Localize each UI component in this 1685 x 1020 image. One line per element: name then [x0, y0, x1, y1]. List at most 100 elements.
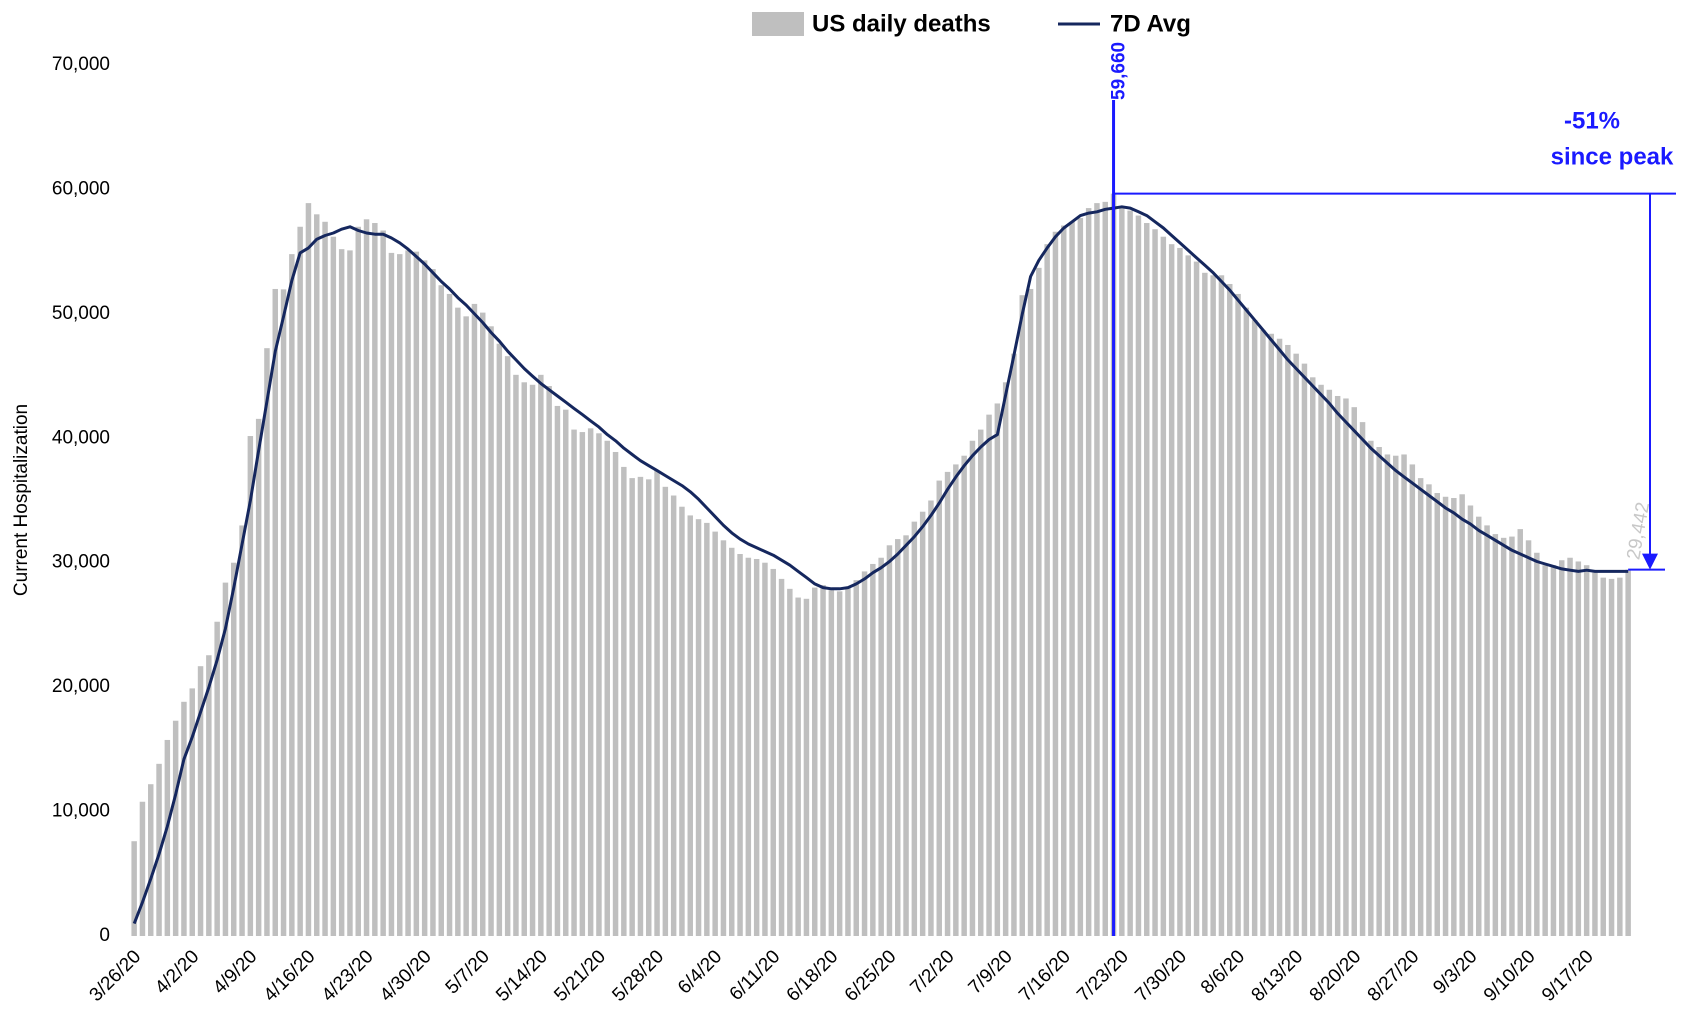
bar [1144, 223, 1150, 936]
bar [214, 621, 220, 936]
bar [994, 403, 1001, 937]
bar [222, 582, 229, 936]
x-tick-label: 4/16/20 [260, 946, 320, 1006]
bar [231, 562, 237, 936]
bar [654, 470, 660, 936]
legend-label: 7D Avg [1110, 10, 1191, 37]
bar [380, 230, 386, 937]
bar [1575, 561, 1582, 936]
bar [604, 440, 610, 936]
bar [397, 254, 403, 937]
bar [1168, 244, 1175, 937]
y-axis-title: Current Hospitalization [11, 404, 32, 596]
x-tick-label: 9/10/20 [1480, 946, 1540, 1006]
bar [969, 440, 976, 936]
bar [1052, 231, 1059, 937]
bar [430, 269, 436, 936]
bar [1019, 295, 1025, 936]
bar [1500, 537, 1507, 936]
bar [1318, 384, 1324, 936]
bar [936, 480, 942, 936]
bar [679, 506, 685, 936]
bar [621, 466, 627, 936]
bar [206, 655, 212, 936]
x-tick-label: 7/2/20 [906, 946, 958, 998]
bar [928, 500, 934, 936]
y-tick-label: 50,000 [52, 303, 110, 324]
bar [695, 519, 702, 936]
bar [836, 591, 843, 936]
bar [1542, 565, 1548, 936]
x-tick-label: 6/25/20 [841, 946, 901, 1006]
x-tick-label: 4/23/20 [318, 946, 378, 1006]
bar [322, 221, 328, 936]
bar [1467, 505, 1474, 936]
bar [878, 557, 884, 936]
bar [463, 316, 469, 936]
x-tick-label: 7/23/20 [1073, 946, 1133, 1006]
x-tick-label: 7/30/20 [1131, 946, 1191, 1006]
x-tick-label: 9/3/20 [1429, 946, 1481, 998]
bar [795, 597, 801, 936]
bar [1177, 247, 1183, 936]
bar [687, 515, 693, 936]
bar [1135, 215, 1142, 936]
bar [1401, 454, 1407, 936]
x-tick-label: 4/2/20 [151, 946, 203, 998]
y-tick-label: 10,000 [52, 801, 110, 822]
bar [1102, 201, 1108, 936]
bar [1343, 398, 1349, 936]
bar [986, 414, 992, 936]
bar [753, 558, 760, 936]
bar [1276, 338, 1283, 936]
bar [1517, 529, 1523, 936]
bar [314, 214, 320, 937]
bar [1077, 218, 1084, 937]
bar [1235, 293, 1241, 936]
bar [770, 568, 776, 936]
bar [729, 547, 735, 936]
x-tick-label: 4/30/20 [376, 946, 436, 1006]
bar [1160, 236, 1167, 936]
bar [861, 571, 868, 936]
y-tick-label: 20,000 [52, 676, 110, 697]
bar [1218, 275, 1225, 936]
annotation: since peak [1551, 143, 1674, 170]
bar [1036, 267, 1042, 936]
bar [1592, 572, 1598, 936]
bar [455, 307, 461, 936]
bar [446, 293, 453, 936]
bar [1600, 577, 1606, 936]
bar [895, 539, 901, 936]
bar [670, 495, 677, 936]
y-tick-label: 60,000 [52, 178, 110, 199]
bar [712, 531, 718, 936]
legend-label: US daily deaths [812, 10, 991, 37]
bar [961, 455, 967, 936]
bar [305, 203, 312, 936]
bar [438, 285, 444, 936]
bar [1550, 565, 1557, 936]
x-tick-label: 6/18/20 [783, 946, 843, 1006]
bar [280, 289, 287, 936]
bar [504, 356, 511, 937]
x-tick-label: 9/17/20 [1538, 946, 1598, 1006]
bar [471, 303, 478, 937]
bar [1011, 353, 1017, 936]
bar [853, 580, 859, 936]
x-tick-label: 5/28/20 [608, 946, 668, 1006]
bar [1152, 229, 1158, 936]
bar [787, 588, 793, 936]
bar [1534, 552, 1540, 936]
bar [1301, 363, 1308, 937]
bar [1061, 225, 1067, 936]
bar [1476, 516, 1482, 936]
bar [1094, 203, 1100, 936]
bar [413, 251, 420, 937]
bar [1426, 484, 1432, 936]
bar [272, 288, 278, 936]
bar [737, 554, 743, 936]
bar [289, 254, 295, 937]
